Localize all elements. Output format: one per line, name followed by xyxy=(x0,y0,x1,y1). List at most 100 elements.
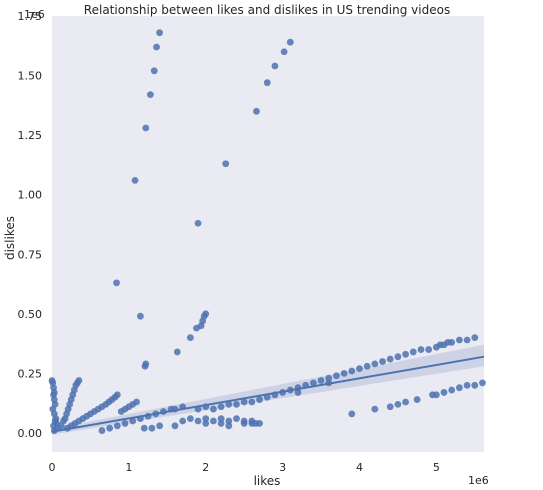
data-point xyxy=(210,417,217,425)
y-tick-label: 1.00 xyxy=(18,189,43,202)
y-tick-label: 0.00 xyxy=(18,427,43,440)
y-tick-label: 0.50 xyxy=(18,308,43,321)
data-point xyxy=(463,381,471,389)
data-point xyxy=(309,379,317,387)
data-point xyxy=(402,350,409,358)
plot-area xyxy=(52,16,484,452)
data-point xyxy=(456,336,463,344)
data-point xyxy=(121,420,129,427)
data-point xyxy=(248,420,256,427)
data-point xyxy=(325,374,333,382)
data-point xyxy=(186,334,194,342)
x-tick-label: 1 xyxy=(125,461,132,474)
data-point xyxy=(386,403,394,411)
data-point xyxy=(173,348,181,356)
data-point xyxy=(146,91,154,99)
data-point xyxy=(379,358,386,365)
data-point xyxy=(113,422,121,430)
x-tick-label: 0 xyxy=(49,461,56,474)
x-tick-label: 3 xyxy=(279,461,286,474)
data-point xyxy=(202,415,210,423)
data-point xyxy=(286,38,294,46)
data-point xyxy=(186,415,194,423)
data-point xyxy=(240,398,248,406)
data-point xyxy=(153,43,160,51)
data-point xyxy=(193,324,200,332)
x-tick-label: 5 xyxy=(433,461,440,474)
data-point xyxy=(233,415,240,423)
data-point xyxy=(317,377,325,384)
data-point xyxy=(413,396,421,403)
data-point xyxy=(57,422,65,430)
data-point xyxy=(294,389,302,396)
data-point xyxy=(448,339,456,346)
data-point xyxy=(253,107,260,115)
data-point xyxy=(256,420,263,427)
data-point xyxy=(217,415,225,423)
data-point xyxy=(271,62,279,70)
regression-line xyxy=(51,355,485,433)
data-point xyxy=(402,398,409,406)
data-point xyxy=(129,417,137,425)
data-point xyxy=(194,417,202,425)
data-point xyxy=(179,417,187,425)
data-point xyxy=(456,384,463,392)
y-tick-label: 1.75 xyxy=(18,10,43,23)
data-point xyxy=(106,424,114,432)
data-point xyxy=(432,391,440,399)
data-point xyxy=(194,219,202,227)
data-point xyxy=(409,348,417,356)
data-point xyxy=(156,29,164,37)
data-point xyxy=(210,405,217,413)
y-axis-ticks: 0.00 0.25 0.50 0.75 1.00 1.25 1.50 1.75 xyxy=(18,10,43,440)
data-point xyxy=(471,334,479,342)
x-tick-label: 4 xyxy=(356,461,363,474)
points-layer xyxy=(48,29,486,434)
regression-line-layer xyxy=(51,355,485,433)
data-point xyxy=(136,312,144,320)
data-point xyxy=(141,362,149,370)
x-axis-ticks: 0 1 2 3 4 5 xyxy=(49,461,440,474)
y-tick-label: 1.50 xyxy=(18,70,43,83)
y-tick-label: 1.25 xyxy=(18,129,43,142)
x-axis-offset-label: 1e6 xyxy=(468,474,489,487)
y-axis-label: dislikes xyxy=(3,216,17,260)
data-point xyxy=(348,367,356,375)
data-point xyxy=(98,427,106,434)
data-point xyxy=(233,400,240,408)
data-point xyxy=(113,279,120,287)
data-point xyxy=(131,176,139,184)
data-point xyxy=(263,79,271,87)
data-point xyxy=(225,400,233,408)
data-point xyxy=(148,424,156,432)
data-point xyxy=(371,405,379,413)
data-point xyxy=(440,389,448,396)
data-point xyxy=(479,379,486,387)
data-point xyxy=(217,403,225,411)
x-axis-label: likes xyxy=(254,474,281,488)
data-point xyxy=(222,160,230,168)
data-point xyxy=(225,422,233,430)
data-point xyxy=(150,67,158,75)
data-point xyxy=(363,362,371,370)
data-point xyxy=(117,408,125,415)
data-point xyxy=(425,346,433,353)
x-tick-label: 2 xyxy=(202,461,209,474)
data-point xyxy=(417,346,425,353)
y-axis-offset-label: 1e6 xyxy=(24,8,45,21)
y-tick-label: 0.75 xyxy=(18,248,43,261)
data-point xyxy=(333,372,340,380)
data-point xyxy=(394,400,402,408)
data-point xyxy=(371,360,379,368)
data-point xyxy=(256,396,263,403)
data-point xyxy=(142,124,150,132)
data-point xyxy=(463,336,471,344)
data-point xyxy=(340,369,348,377)
data-point xyxy=(225,417,233,425)
chart-title: Relationship between likes and dislikes … xyxy=(84,3,450,17)
data-point xyxy=(471,381,479,389)
data-point xyxy=(202,420,210,427)
data-point xyxy=(394,353,402,361)
data-point xyxy=(171,422,179,430)
